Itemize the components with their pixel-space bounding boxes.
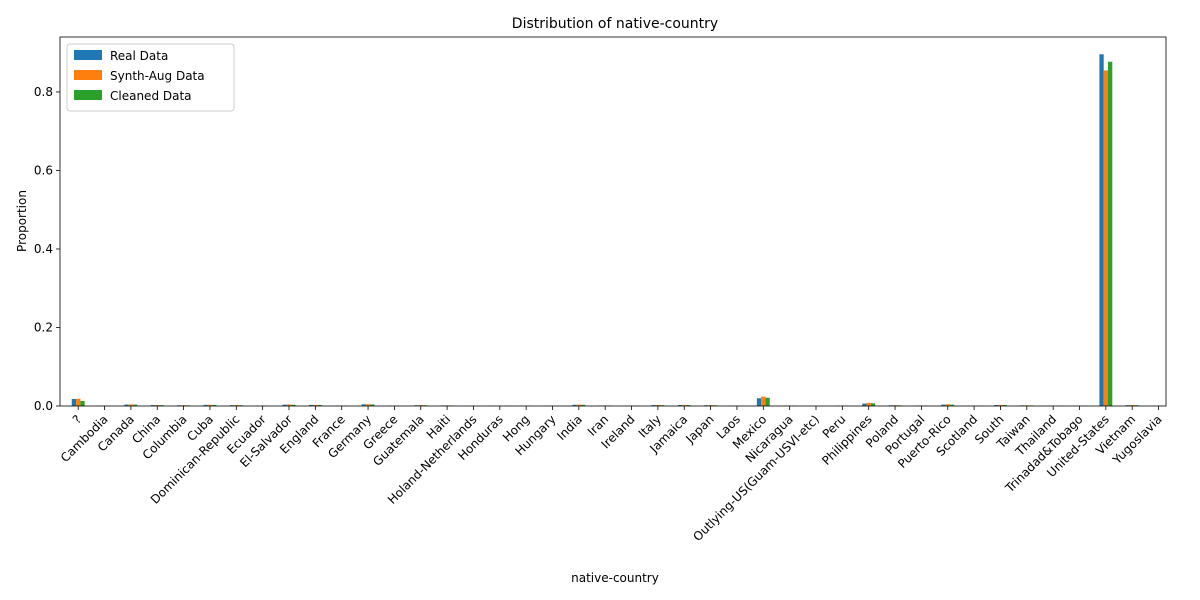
bar-real-data-40 [1125, 405, 1131, 406]
bar-cleaned-data-22 [660, 405, 665, 406]
bar-cleaned-data-2 [133, 404, 138, 406]
legend-label: Real Data [110, 49, 168, 63]
bar-cleaned-data-19 [581, 404, 586, 406]
bar-cleaned-data-11 [370, 404, 375, 406]
chart-title: Distribution of native-country [512, 16, 718, 32]
bar-real-data-3 [150, 405, 156, 406]
legend-swatch [74, 90, 102, 100]
bar-real-data-33 [941, 404, 946, 406]
bar-real-data-23 [677, 405, 683, 406]
bar-real-data-0 [71, 398, 77, 406]
bar-real-data-35 [994, 405, 999, 406]
bar-synth-aug-data-39 [1103, 70, 1108, 407]
bar-synth-aug-data-24 [708, 405, 713, 406]
bar-synth-aug-data-5 [207, 404, 213, 406]
bar-cleaned-data-0 [80, 400, 85, 406]
x-axis-title: native-country [571, 571, 659, 585]
bar-real-data-11 [361, 404, 366, 406]
bar-synth-aug-data-2 [128, 404, 134, 406]
bar-cleaned-data-8 [291, 404, 296, 406]
legend: Real Data Synth-Aug Data Cleaned Data [66, 43, 235, 112]
bar-real-data-2 [124, 404, 129, 406]
bar-cleaned-data-23 [686, 405, 691, 406]
bar-synth-aug-data-40 [1130, 405, 1135, 406]
bar-synth-aug-data-0 [76, 398, 81, 406]
bar-real-data-5 [203, 404, 208, 406]
bar-synth-aug-data-13 [418, 405, 423, 406]
bar-real-data-26 [756, 398, 762, 406]
bar-synth-aug-data-19 [576, 404, 581, 406]
bar-synth-aug-data-30 [866, 402, 871, 406]
bar-synth-aug-data-11 [365, 404, 371, 406]
bar-real-data-39 [1099, 54, 1104, 407]
bar-synth-aug-data-26 [761, 396, 766, 406]
legend-label: Cleaned Data [110, 89, 192, 103]
bar-real-data-6 [229, 405, 235, 406]
bar-cleaned-data-9 [317, 404, 322, 406]
bar-cleaned-data-33 [949, 404, 955, 406]
bar-synth-aug-data-4 [181, 405, 186, 406]
legend-swatch [74, 50, 102, 60]
y-axis-title: Proportion [15, 190, 29, 252]
y-axis: 0.0 0.2 0.4 0.6 0.8 [34, 85, 60, 413]
y-tick-label: 0.8 [34, 85, 53, 99]
bar-cleaned-data-39 [1108, 61, 1113, 406]
bar-cleaned-data-35 [1002, 405, 1007, 406]
bar-synth-aug-data-23 [682, 404, 687, 406]
bar-synth-aug-data-22 [655, 404, 661, 406]
y-tick-label: 0.6 [34, 163, 53, 177]
bar-cleaned-data-3 [159, 405, 164, 406]
bar-cleaned-data-26 [765, 397, 770, 406]
plot-frame [59, 36, 1167, 407]
y-tick-label: 0.2 [34, 320, 53, 334]
bar-synth-aug-data-3 [155, 405, 160, 406]
bar-synth-aug-data-6 [234, 405, 239, 406]
bar-real-data-22 [651, 405, 656, 406]
bar-synth-aug-data-9 [313, 404, 318, 406]
bar-cleaned-data-5 [212, 404, 217, 406]
legend-swatch [74, 70, 102, 80]
bar-cleaned-data-30 [870, 403, 876, 406]
bar-synth-aug-data-31 [892, 405, 898, 406]
legend-box [66, 43, 235, 112]
bar-real-data-30 [862, 403, 867, 406]
bar-synth-aug-data-35 [998, 404, 1003, 406]
bar-real-data-19 [572, 404, 577, 406]
bar-synth-aug-data-8 [286, 404, 292, 406]
bar-real-data-9 [308, 404, 314, 406]
legend-label: Synth-Aug Data [110, 69, 205, 83]
y-tick-label: 0.0 [34, 399, 53, 413]
bar-synth-aug-data-33 [945, 404, 950, 406]
y-tick-label: 0.4 [34, 242, 53, 256]
bar-real-data-8 [282, 404, 287, 406]
